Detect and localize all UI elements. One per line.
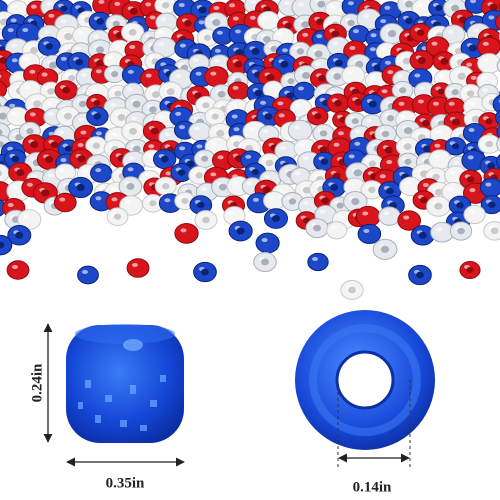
- bead: [463, 205, 486, 225]
- bead: [0, 80, 7, 99]
- bead: [263, 190, 286, 211]
- bead: [194, 210, 218, 230]
- bead: [496, 59, 500, 73]
- bead: [77, 265, 99, 285]
- bead: [287, 119, 313, 142]
- bead: [262, 80, 284, 99]
- bead: [36, 148, 62, 170]
- bead: [193, 149, 216, 168]
- bead: [495, 13, 500, 31]
- bead: [372, 238, 398, 260]
- bead: [257, 10, 280, 31]
- bead: [68, 176, 94, 199]
- bead: [495, 109, 500, 126]
- barrel-bead: [66, 324, 184, 443]
- bead: [174, 222, 199, 244]
- bead: [408, 264, 432, 286]
- dimension-lines: [43, 323, 411, 468]
- bead: [255, 232, 280, 254]
- length-label: 0.35in: [106, 475, 145, 491]
- bead: [263, 208, 289, 229]
- bead: [355, 205, 381, 228]
- bead: [441, 24, 466, 45]
- bead: [360, 93, 385, 115]
- hole-label: 0.14in: [353, 479, 392, 495]
- bead: [253, 251, 277, 273]
- bead: [357, 223, 382, 245]
- bead: [443, 97, 466, 116]
- bead: [37, 36, 61, 57]
- bead: [483, 221, 500, 241]
- bead: [126, 258, 150, 278]
- bead: [0, 234, 13, 256]
- bead: [142, 194, 164, 213]
- bead: [22, 134, 47, 155]
- bead: [228, 220, 253, 242]
- bead: [479, 177, 500, 198]
- bead-pile: [0, 0, 500, 300]
- bead: [90, 163, 113, 183]
- bead: [374, 124, 397, 144]
- bead: [379, 23, 405, 45]
- bead: [121, 64, 146, 86]
- bead: [496, 154, 500, 169]
- bead: [236, 137, 262, 159]
- bead: [188, 121, 212, 142]
- bead: [326, 93, 350, 114]
- bead: [410, 225, 435, 246]
- bead: [54, 80, 78, 101]
- bead: [86, 94, 108, 113]
- bead: [477, 53, 500, 74]
- bead: [326, 221, 348, 240]
- height-label: 0.24in: [29, 363, 45, 402]
- bead: [67, 52, 91, 73]
- bead: [496, 137, 500, 152]
- bead: [7, 224, 32, 246]
- bead: [426, 195, 451, 217]
- bead: [152, 36, 177, 58]
- bead: [193, 261, 217, 283]
- bead: [86, 106, 109, 126]
- bead: [6, 260, 30, 280]
- bead: [478, 112, 500, 131]
- bead: [118, 176, 143, 197]
- bead: [480, 195, 500, 215]
- bead: [170, 163, 193, 183]
- bead: [378, 206, 401, 226]
- bead: [204, 107, 226, 126]
- ring-bead: [295, 310, 435, 450]
- bead: [409, 50, 434, 71]
- bead: [340, 280, 364, 300]
- bead: [227, 81, 250, 101]
- bead: [496, 124, 500, 139]
- bead: [204, 66, 229, 88]
- bead: [305, 218, 329, 239]
- bead: [152, 149, 177, 170]
- bead: [292, 81, 316, 102]
- bead: [154, 176, 177, 196]
- bead: [17, 209, 42, 230]
- bead: [313, 151, 336, 172]
- bead: [189, 195, 213, 215]
- bead: [121, 121, 145, 142]
- bead: [105, 14, 128, 33]
- bead: [306, 106, 329, 126]
- bead: [459, 260, 481, 280]
- bead: [53, 192, 77, 213]
- bead: [88, 11, 112, 32]
- bead: [281, 191, 304, 211]
- bead: [121, 22, 145, 43]
- bead: [477, 134, 500, 154]
- bead: [54, 163, 77, 183]
- bead: [307, 252, 329, 272]
- bead: [391, 80, 414, 100]
- bead: [397, 210, 422, 231]
- bead: [449, 221, 473, 241]
- bead: [103, 64, 126, 84]
- bead: [106, 207, 129, 227]
